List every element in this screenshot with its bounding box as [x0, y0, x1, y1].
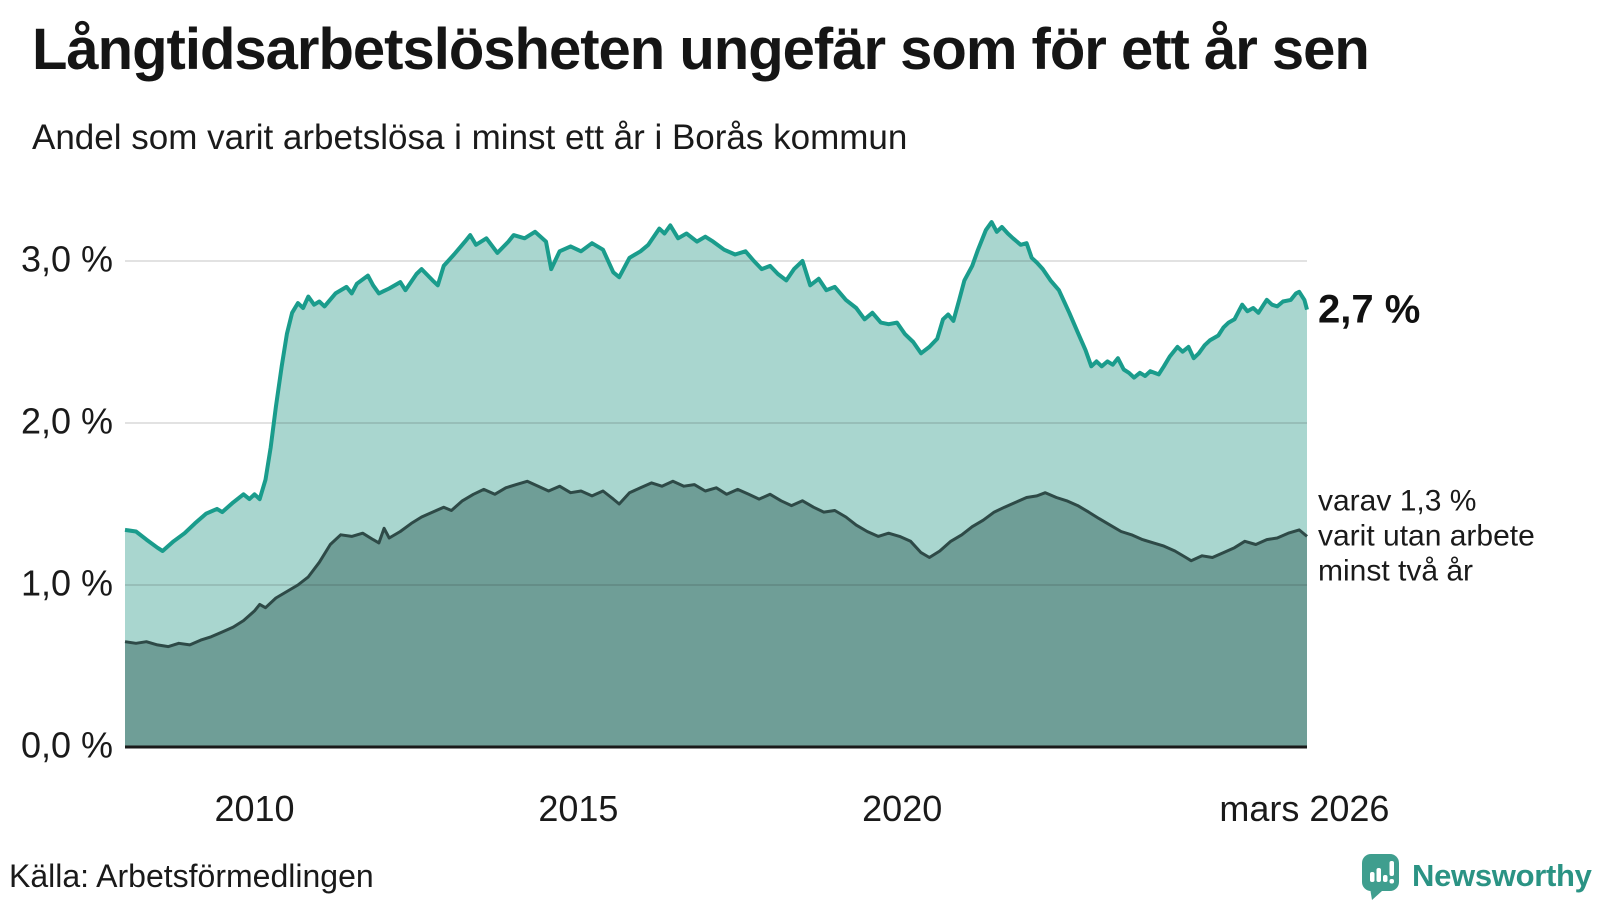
x-tick-label: 2010 [214, 788, 295, 829]
x-tick-label: 2015 [538, 788, 619, 829]
y-tick-label: 1,0 % [20, 562, 113, 604]
newsworthy-icon [1362, 854, 1399, 900]
area-fill-two-years [125, 481, 1307, 747]
line-one-year [124, 220, 1309, 553]
chart-subtitle: Andel som varit arbetslösa i minst ett å… [32, 118, 908, 157]
y-tick-label: 3,0 % [20, 238, 113, 280]
latest-value-label: 2,7 % [1318, 287, 1421, 332]
secondary-value-line: varav 1,3 % [1318, 484, 1477, 518]
chart-title: Långtidsarbetslösheten ungefär som för e… [32, 17, 1370, 82]
secondary-value-line: minst två år [1318, 554, 1474, 588]
source-note: Källa: Arbetsförmedlingen [9, 858, 374, 894]
secondary-value-line: varit utan arbete [1318, 519, 1535, 553]
brand-name: Newsworthy [1412, 858, 1592, 893]
brand-logo: Newsworthy [1360, 852, 1592, 900]
x-tick-label: mars 2026 [1219, 788, 1390, 829]
y-tick-label: 0,0 % [20, 724, 113, 766]
secondary-value-label: varav 1,3 % varit utan arbete minst två … [1318, 484, 1535, 589]
x-tick-label: 2020 [862, 788, 943, 829]
gridlines [125, 260, 1307, 586]
y-tick-label: 2,0 % [20, 400, 113, 442]
line-two-years [124, 479, 1308, 649]
